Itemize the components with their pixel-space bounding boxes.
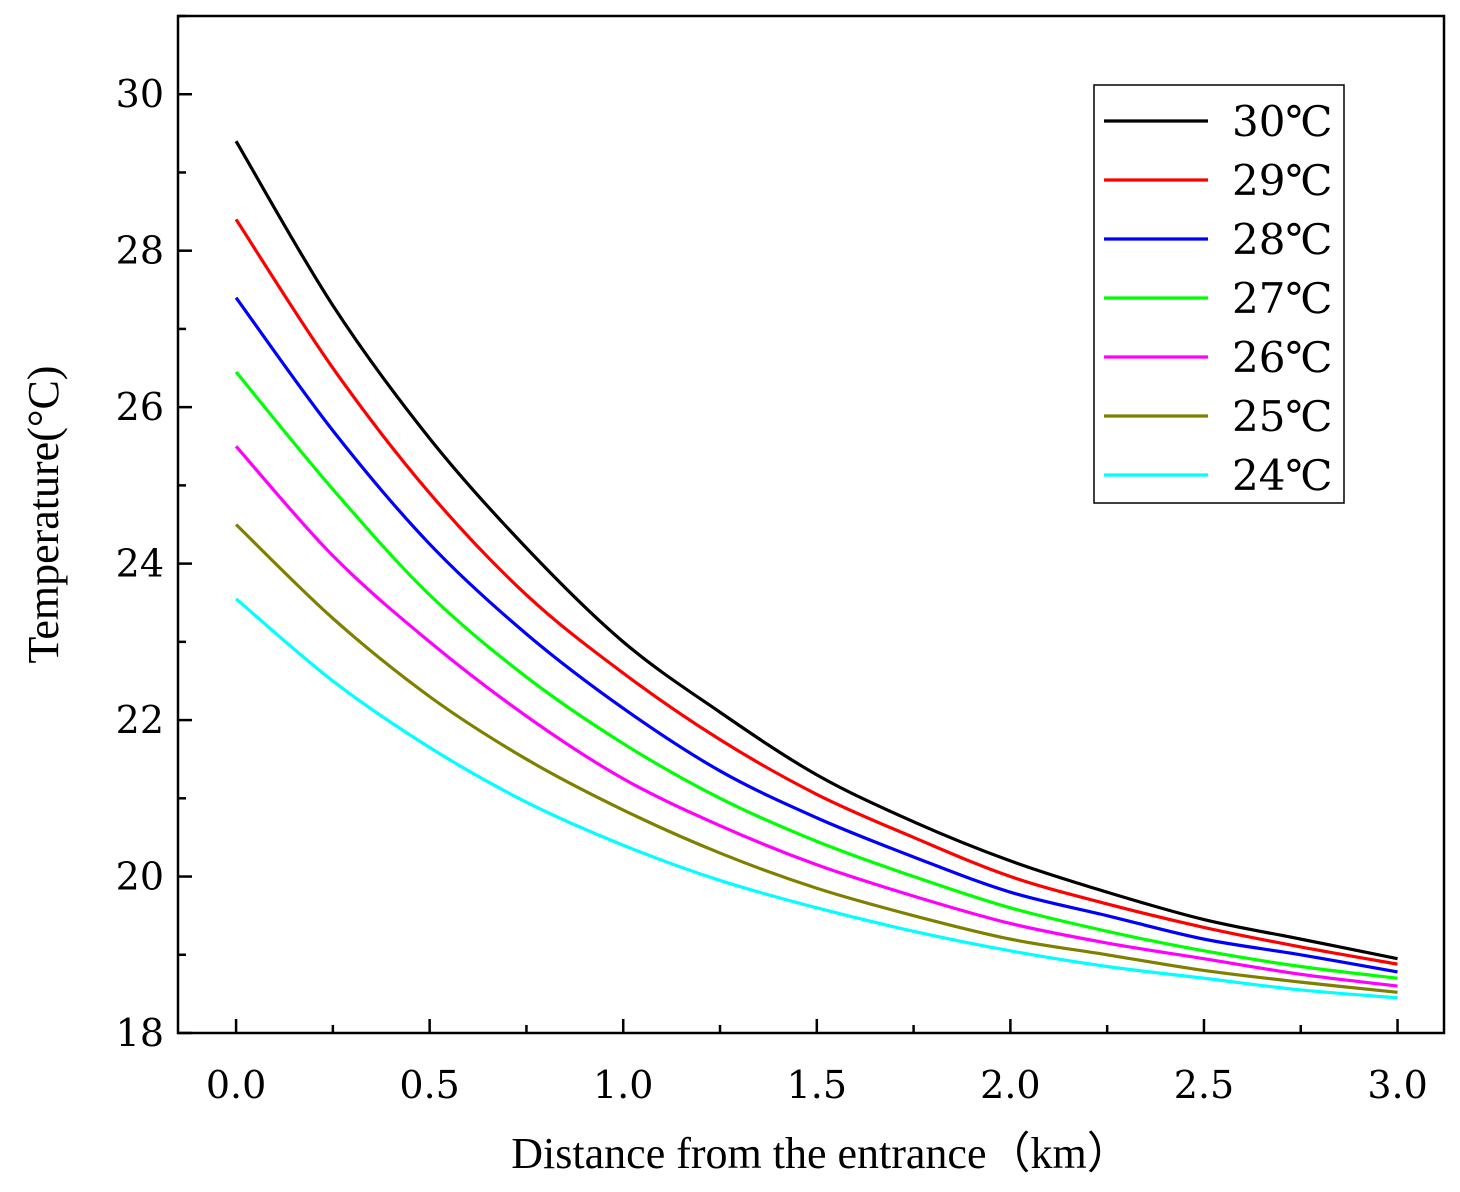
legend-box <box>1093 84 1345 504</box>
x-tick-label: 0.5 <box>399 1063 459 1107</box>
series-lines <box>234 140 1398 1000</box>
y-tick-label: 30 <box>116 72 164 116</box>
plot-frame <box>176 14 1446 1035</box>
legend-label: 25℃ <box>1232 392 1332 441</box>
y-axis-title: Temperature(°C) <box>19 366 68 664</box>
legend-label: 27℃ <box>1232 274 1332 323</box>
legend-label: 30℃ <box>1232 97 1332 146</box>
series-line-30 <box>234 140 1398 961</box>
x-tick-label: 2.0 <box>980 1063 1040 1107</box>
legend-label: 28℃ <box>1232 215 1332 264</box>
series-line-24 <box>235 597 1398 1000</box>
series-line-26 <box>234 445 1398 988</box>
x-axis-title: Distance from the entrance（km） <box>511 1129 1130 1178</box>
series-line-29 <box>234 218 1398 966</box>
legend: 30℃ 29℃ 28℃ 27℃ 26℃ 25℃ 24℃ <box>1093 84 1345 504</box>
y-tick-label: 22 <box>116 698 164 742</box>
legend-label: 26℃ <box>1232 333 1332 382</box>
y-tick-label: 20 <box>116 855 164 899</box>
y-tick-label: 24 <box>116 542 164 586</box>
y-axis-ticks: 18 20 22 24 26 28 30 <box>116 14 192 1055</box>
x-tick-label: 1.5 <box>787 1063 847 1107</box>
x-tick-label: 0.0 <box>206 1063 266 1107</box>
y-tick-label: 28 <box>116 229 164 273</box>
x-tick-label: 2.5 <box>1174 1063 1234 1107</box>
x-tick-label: 1.0 <box>593 1063 653 1107</box>
x-axis-ticks: 0.0 0.5 1.0 1.5 2.0 2.5 3.0 <box>206 1019 1428 1107</box>
series-line-25 <box>234 523 1398 994</box>
y-tick-label: 18 <box>116 1011 164 1055</box>
plot-border <box>176 14 1446 1035</box>
series-line-27 <box>234 370 1398 980</box>
series-line-28 <box>234 296 1398 974</box>
legend-label: 24℃ <box>1232 451 1332 500</box>
y-tick-label: 26 <box>116 385 164 429</box>
legend-label: 29℃ <box>1232 156 1332 205</box>
x-tick-label: 3.0 <box>1367 1063 1427 1107</box>
